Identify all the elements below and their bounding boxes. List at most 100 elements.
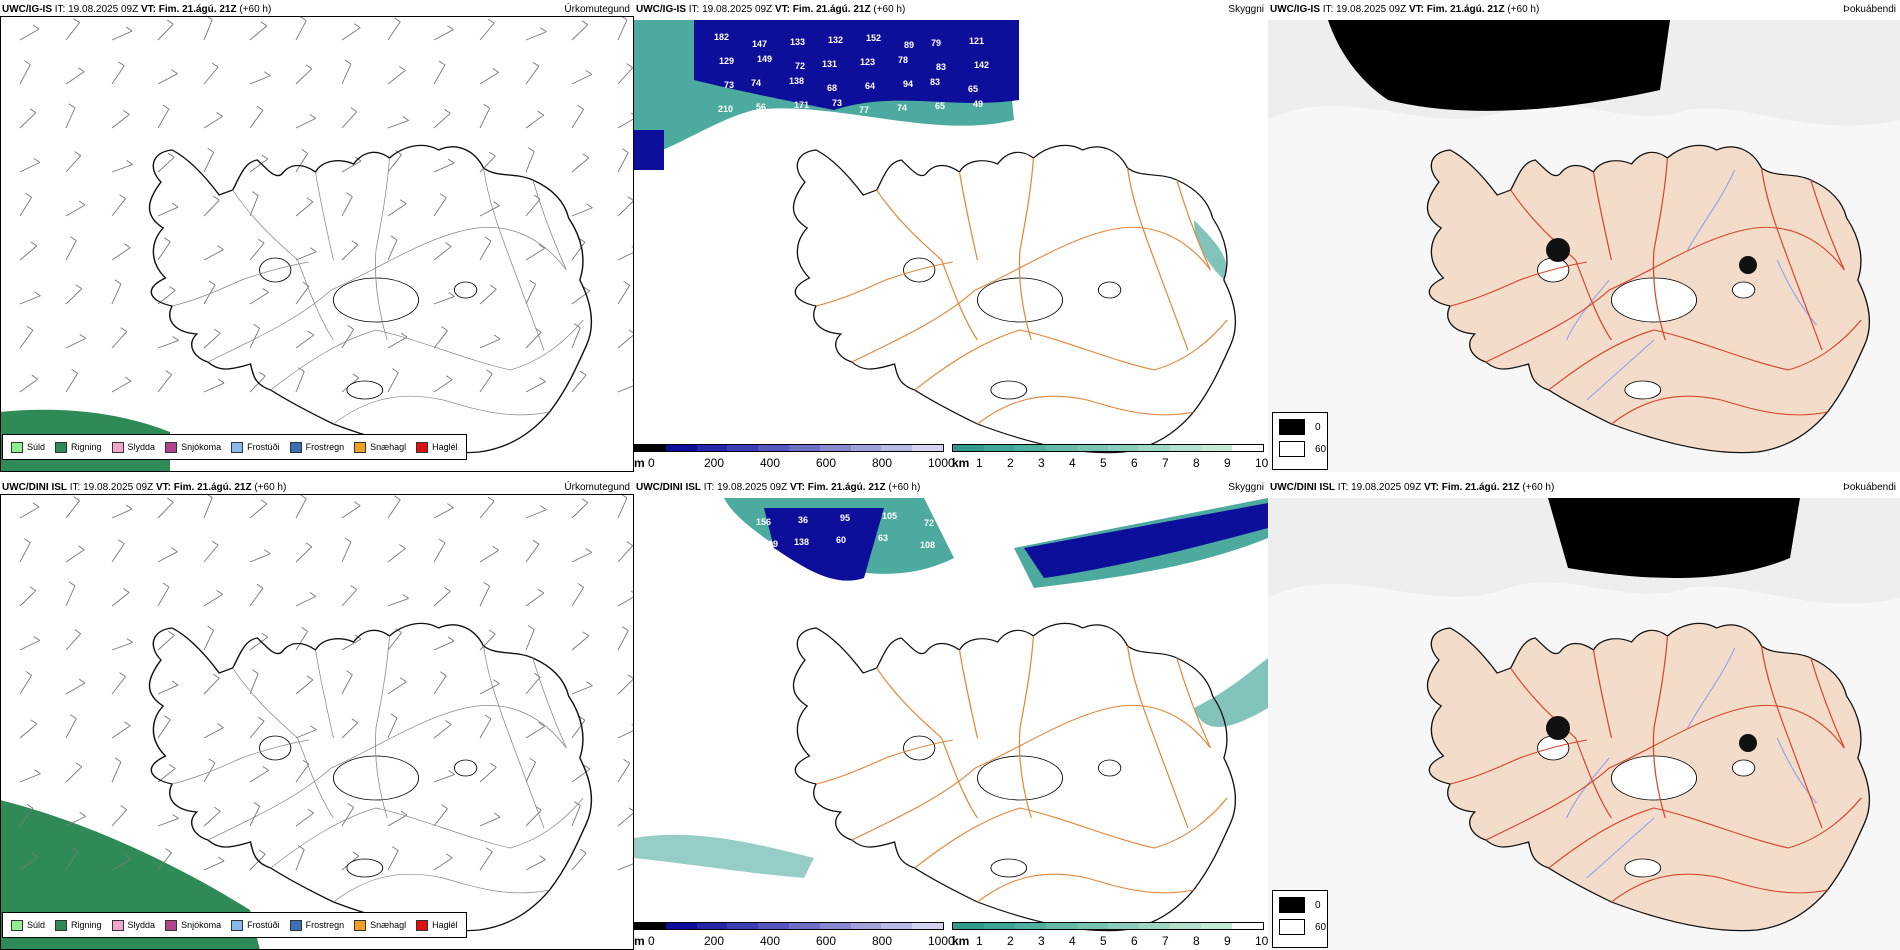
wind-barb-flag bbox=[256, 105, 264, 111]
road-line bbox=[315, 171, 334, 261]
wind-barb-flag bbox=[124, 376, 132, 382]
model-name: UWC/DINI ISL bbox=[2, 482, 67, 493]
colorbar-segment bbox=[635, 445, 666, 451]
wind-barb bbox=[65, 71, 85, 85]
wind-barb bbox=[203, 810, 221, 827]
wind-barb bbox=[571, 241, 586, 261]
legend-swatch bbox=[231, 441, 244, 453]
low-dewpoint-spot bbox=[1739, 734, 1757, 752]
wind-barb-flag bbox=[438, 538, 446, 544]
colorbar-segment bbox=[665, 923, 697, 929]
vt-label: VT: bbox=[155, 482, 171, 493]
wind-barb bbox=[525, 859, 546, 871]
wind-barb bbox=[341, 160, 362, 173]
colorbar-tick: 0 bbox=[648, 934, 655, 948]
wind-barb-flag bbox=[529, 757, 536, 763]
colorbar-tick: 9 bbox=[1224, 934, 1231, 948]
wind-barb-flag bbox=[171, 680, 179, 686]
road-line bbox=[532, 179, 567, 271]
cloud-base-value: 77 bbox=[859, 105, 869, 115]
wind-barb bbox=[203, 593, 223, 607]
road-line bbox=[1449, 739, 1587, 785]
legend-swatch bbox=[11, 441, 23, 453]
wind-barb bbox=[249, 328, 261, 349]
wind-barb bbox=[111, 761, 122, 783]
lead-time: (+60 h) bbox=[888, 482, 921, 493]
road-line bbox=[1018, 635, 1035, 819]
legend-item: Slydda bbox=[111, 441, 155, 453]
wind-barb-flag bbox=[399, 66, 406, 71]
colorbar-tick: 5 bbox=[1100, 934, 1107, 948]
wind-barb-flag bbox=[77, 545, 85, 551]
wind-barb bbox=[525, 543, 540, 563]
wind-barb-flag bbox=[24, 538, 31, 543]
wind-barb-flag bbox=[302, 281, 310, 287]
wind-barb bbox=[387, 548, 406, 563]
wind-barb bbox=[571, 157, 590, 173]
legend-swatch bbox=[1279, 419, 1305, 435]
cloud-base-value: 49 bbox=[973, 99, 983, 109]
wind-barb-flag bbox=[347, 324, 354, 330]
wind-barb bbox=[617, 596, 634, 607]
wind-barb bbox=[249, 242, 265, 261]
wind-barb-flag bbox=[582, 631, 590, 637]
wind-barb bbox=[571, 207, 593, 217]
wind-barb bbox=[479, 633, 496, 651]
lead-time: (+60 h) bbox=[873, 4, 906, 15]
wind-barb bbox=[433, 246, 452, 261]
wind-barb-flag bbox=[71, 368, 78, 374]
wind-barb bbox=[65, 718, 77, 739]
wind-barb bbox=[571, 551, 592, 563]
cloud-base-value: 65 bbox=[935, 101, 945, 111]
colorbar-tick: 10 bbox=[1255, 934, 1268, 948]
wind-barb-flag bbox=[217, 723, 224, 729]
wind-barb bbox=[65, 500, 80, 519]
wind-barb-flag bbox=[444, 586, 451, 592]
wind-barb bbox=[203, 19, 213, 41]
colorbar-segment bbox=[850, 445, 882, 451]
legend-swatch bbox=[231, 919, 244, 931]
wind-barb-flag bbox=[392, 846, 399, 851]
valid-time: Fim. 21.ágú. 21Z bbox=[1441, 482, 1520, 493]
wind-barb bbox=[249, 673, 259, 695]
colorbar-segment bbox=[758, 923, 789, 929]
road-line bbox=[1126, 645, 1189, 829]
wind-barb bbox=[387, 372, 399, 393]
wind-barb bbox=[571, 768, 591, 783]
colorbar-segment bbox=[1108, 445, 1139, 451]
wind-barb-flag bbox=[119, 672, 126, 678]
colorbar-unit: km bbox=[952, 934, 970, 948]
wind-barb-flag bbox=[216, 589, 223, 595]
wind-barb bbox=[617, 678, 634, 695]
cloud-base-value: 147 bbox=[752, 39, 767, 49]
legend-label: 60 bbox=[1315, 921, 1327, 933]
cloud-base-value: 342 bbox=[714, 510, 729, 520]
wind-barb bbox=[295, 546, 313, 563]
wind-barb bbox=[387, 850, 399, 871]
wind-barb bbox=[617, 545, 634, 563]
river-line bbox=[1566, 279, 1610, 341]
colorbar-segment bbox=[758, 445, 789, 451]
wind-barb-flag bbox=[164, 237, 171, 243]
legend-item: Haglél bbox=[416, 919, 458, 931]
wind-barb-flag bbox=[310, 247, 317, 253]
glacier-outline bbox=[259, 735, 292, 761]
wind-barb bbox=[203, 382, 225, 393]
colorbar-tick: 4 bbox=[1069, 934, 1076, 948]
wind-barb-flag bbox=[350, 585, 357, 591]
glacier-outline bbox=[1624, 380, 1662, 400]
wind-barb bbox=[571, 374, 587, 393]
glacier-outline bbox=[1624, 858, 1662, 878]
wind-barb-flag bbox=[213, 673, 220, 679]
wind-barb bbox=[341, 27, 361, 41]
wind-barb bbox=[111, 198, 126, 217]
legend-label: Slydda bbox=[127, 920, 156, 930]
wind-barb-flag bbox=[259, 849, 266, 855]
wind-barb bbox=[19, 773, 41, 783]
wind-barb bbox=[111, 809, 128, 827]
iceland-coastline bbox=[792, 144, 1236, 454]
wind-barb-flag bbox=[123, 243, 131, 249]
cloud-base-value: 24 bbox=[1035, 534, 1045, 544]
wind-barb-flag bbox=[34, 291, 41, 297]
cloud-base-value: 78 bbox=[898, 55, 908, 65]
